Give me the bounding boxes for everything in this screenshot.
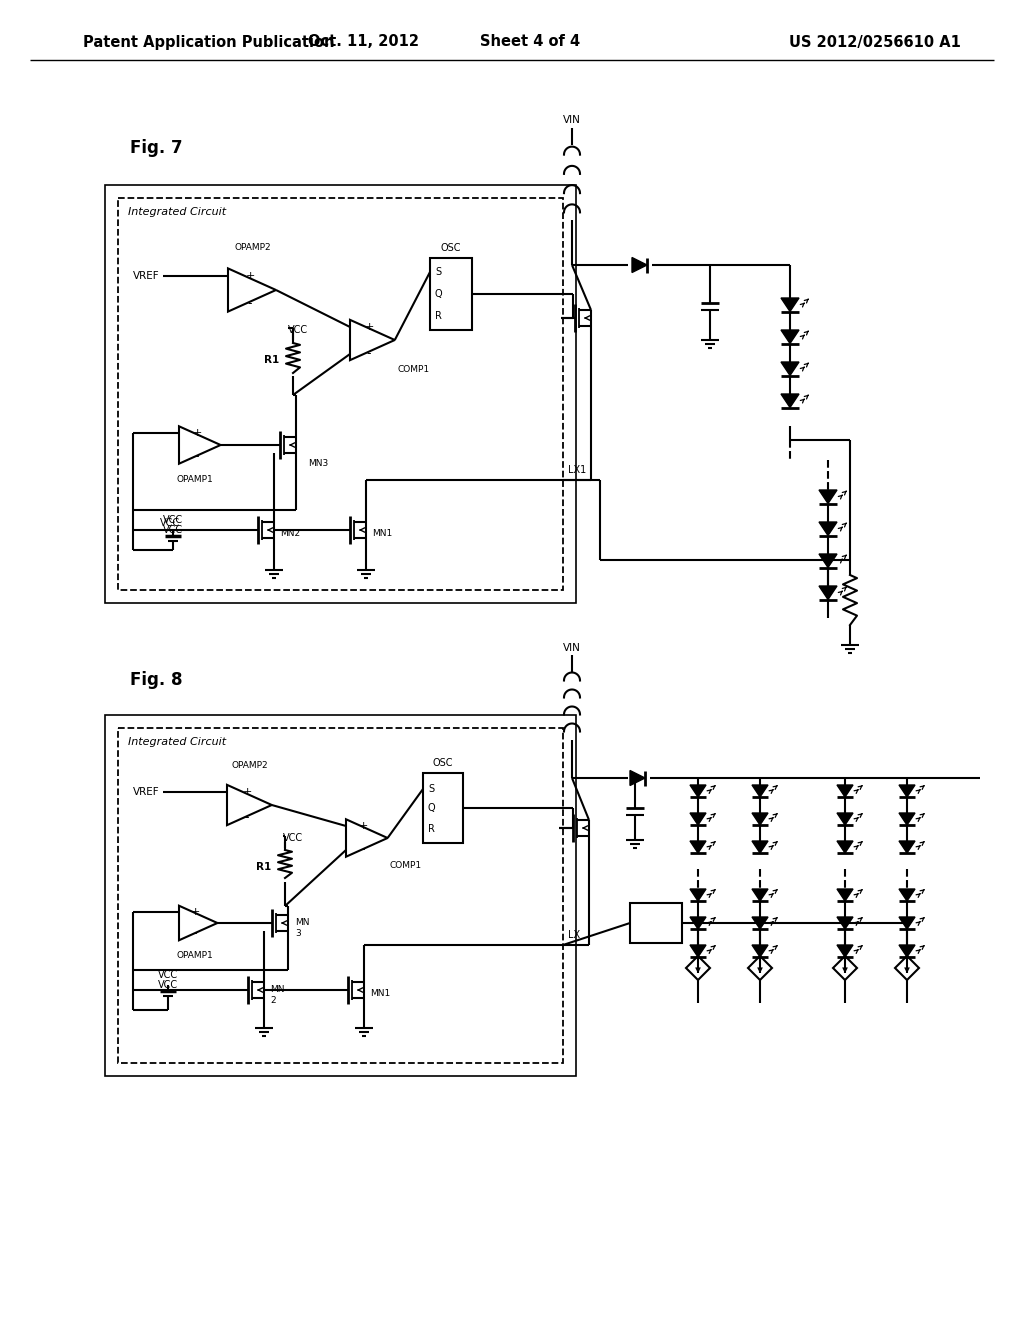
Text: OPAMP2: OPAMP2 <box>234 243 271 252</box>
Polygon shape <box>899 841 915 853</box>
Text: VIN: VIN <box>563 643 581 653</box>
Text: Patent Application Publication: Patent Application Publication <box>83 34 335 49</box>
Polygon shape <box>690 888 706 902</box>
Text: R1: R1 <box>264 355 279 366</box>
Polygon shape <box>752 785 768 797</box>
Polygon shape <box>690 917 706 929</box>
Polygon shape <box>781 330 799 343</box>
Text: S: S <box>435 267 441 277</box>
Polygon shape <box>752 945 768 957</box>
Bar <box>423 774 463 843</box>
Text: Oct. 11, 2012: Oct. 11, 2012 <box>307 34 419 49</box>
Bar <box>105 715 575 1076</box>
Bar <box>118 198 563 590</box>
Polygon shape <box>837 841 853 853</box>
Polygon shape <box>752 888 768 902</box>
Polygon shape <box>781 298 799 312</box>
Text: R: R <box>434 312 441 321</box>
Text: +: + <box>246 271 255 281</box>
Text: Fig. 8: Fig. 8 <box>130 671 182 689</box>
Text: COMP1: COMP1 <box>390 862 422 870</box>
Polygon shape <box>837 917 853 929</box>
Polygon shape <box>819 554 837 568</box>
Polygon shape <box>630 771 645 785</box>
Polygon shape <box>837 945 853 957</box>
Text: VCC: VCC <box>158 979 178 990</box>
Text: MN3: MN3 <box>308 458 329 467</box>
Polygon shape <box>837 785 853 797</box>
Text: Q: Q <box>434 289 441 300</box>
Polygon shape <box>690 813 706 825</box>
Polygon shape <box>899 888 915 902</box>
Text: MN
2: MN 2 <box>270 985 285 1005</box>
Text: -: - <box>248 297 252 310</box>
Text: +: + <box>190 907 200 917</box>
Polygon shape <box>899 813 915 825</box>
Text: LX: LX <box>568 931 581 940</box>
Text: Fig. 7: Fig. 7 <box>130 139 182 157</box>
Text: VCC: VCC <box>160 517 180 528</box>
Text: VCC: VCC <box>288 325 308 335</box>
Polygon shape <box>819 586 837 599</box>
Text: VCC: VCC <box>283 833 303 843</box>
Text: +: + <box>193 428 202 438</box>
Text: VCC: VCC <box>163 525 183 535</box>
Bar <box>630 903 682 942</box>
Text: LX1: LX1 <box>568 465 587 475</box>
Polygon shape <box>690 945 706 957</box>
Polygon shape <box>690 841 706 853</box>
Polygon shape <box>781 362 799 375</box>
Polygon shape <box>899 945 915 957</box>
Text: OSC: OSC <box>433 758 454 768</box>
Text: R1: R1 <box>256 862 271 873</box>
Text: VCC: VCC <box>158 970 178 979</box>
Polygon shape <box>632 257 647 272</box>
Polygon shape <box>837 888 853 902</box>
Text: OPAMP1: OPAMP1 <box>176 475 213 484</box>
Polygon shape <box>690 785 706 797</box>
Text: MN2: MN2 <box>280 528 300 537</box>
Text: OPAMP1: OPAMP1 <box>176 952 213 961</box>
Bar <box>105 185 575 603</box>
Bar <box>118 729 563 1063</box>
Text: VREF: VREF <box>133 271 160 281</box>
Text: -: - <box>360 843 366 857</box>
Text: -: - <box>195 450 200 463</box>
Text: VCC: VCC <box>163 515 183 525</box>
Text: Integrated Circuit: Integrated Circuit <box>128 207 226 216</box>
Polygon shape <box>819 490 837 503</box>
Text: VREF: VREF <box>133 787 160 797</box>
Text: -: - <box>193 928 198 940</box>
Text: Integrated Circuit: Integrated Circuit <box>128 737 226 747</box>
Text: Sheet 4 of 4: Sheet 4 of 4 <box>480 34 580 49</box>
Text: US 2012/0256610 A1: US 2012/0256610 A1 <box>790 34 961 49</box>
Text: Q: Q <box>427 803 435 813</box>
Text: S: S <box>428 784 434 795</box>
Text: MN1: MN1 <box>372 528 392 537</box>
Polygon shape <box>781 393 799 408</box>
Text: +: + <box>243 787 252 797</box>
Text: OPAMP2: OPAMP2 <box>231 760 268 770</box>
Text: +: + <box>365 322 374 333</box>
Text: COMP1: COMP1 <box>398 366 430 375</box>
Polygon shape <box>819 521 837 536</box>
Text: -: - <box>367 347 372 360</box>
Polygon shape <box>752 841 768 853</box>
Text: MN
3: MN 3 <box>295 919 309 937</box>
Text: OSC: OSC <box>440 243 461 253</box>
Bar <box>430 257 472 330</box>
Text: R: R <box>428 824 434 834</box>
Text: +: + <box>358 821 368 832</box>
Text: -: - <box>245 812 249 825</box>
Polygon shape <box>899 917 915 929</box>
Text: VIN: VIN <box>563 115 581 125</box>
Text: MN1: MN1 <box>370 989 390 998</box>
Polygon shape <box>837 813 853 825</box>
Polygon shape <box>899 785 915 797</box>
Polygon shape <box>752 813 768 825</box>
Polygon shape <box>752 917 768 929</box>
